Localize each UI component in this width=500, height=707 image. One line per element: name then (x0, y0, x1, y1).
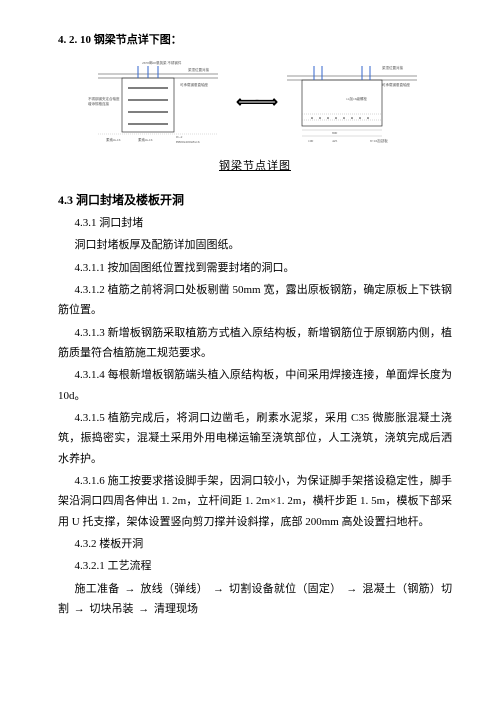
flow-step-6: 清理现场 (154, 603, 198, 615)
heading-4-3-1: 4.3.1 洞口封堵 (58, 213, 452, 233)
diagram-left: 2670邮00悬挑梁 不锈钢件 梁顶位置对接 可承载钢垂直轴座 不锈钢钢夹定合轴… (88, 56, 228, 148)
para-4-3-1-intro: 洞口封堵板厚及配筋详加固图纸。 (58, 235, 452, 255)
dia-r-side: 可承载钢垂直轴座 (382, 82, 410, 87)
para-4-3-1-6: 4.3.1.6 施工按要求搭设脚手架，因洞口较小，为保证脚手架搭设稳定性，脚手架… (58, 471, 452, 532)
para-4-3-1-4: 4.3.1.4 每根新增板钢筋端头植入原结构板，中间采用焊接连接，单面焊长度为 … (58, 365, 452, 406)
arrow-icon: → (72, 603, 87, 615)
dia-l-b1: 柔索m-16 (106, 137, 121, 142)
dia-r-b1: 800 (332, 131, 338, 135)
flow-step-1: 施工准备 (75, 583, 120, 595)
flow-step-2: 放线（弹线） (140, 583, 207, 595)
dia-l-b3: JL-2 H800x200x8x16 (176, 135, 200, 144)
para-4-3-1-3: 4.3.1.3 新增板钢筋采取植筋方式植入原结构板，新增钢筋位于原钢筋内侧，植筋… (58, 323, 452, 364)
dia-r-b2: 100 (308, 139, 314, 143)
double-arrow-icon: ⟸⟹ (236, 88, 274, 118)
section-4-2-10-title: 4. 2. 10 钢梁节点详下图： (58, 30, 452, 50)
para-4-3-1-2: 4.3.1.2 植筋之前将洞口处板剔凿 50mm 宽，露出原板钢筋，确定原板上下… (58, 280, 452, 321)
para-4-3-1-1: 4.3.1.1 按加固图纸位置找到需要封堵的洞口。 (58, 258, 452, 278)
dia-r-top: 梁顶位置对接 (382, 65, 403, 70)
dia-r-b4: 8×16加劲板 (370, 138, 388, 143)
heading-4-3-2-1: 4.3.2.1 工艺流程 (58, 556, 452, 576)
heading-4-3-2: 4.3.2 楼板开洞 (58, 534, 452, 554)
arrow-icon: → (136, 603, 151, 615)
diagram-row: 2670邮00悬挑梁 不锈钢件 梁顶位置对接 可承载钢垂直轴座 不锈钢钢夹定合轴… (58, 56, 452, 148)
dia-l-side1: 可承载钢垂直轴座 (180, 82, 208, 87)
diagram-right: 梁顶位置对接 可承载钢垂直轴座 14加16级螺栓 800 100 42 (282, 56, 422, 148)
dia-r-b3: 425 (332, 139, 338, 143)
arrow-icon: → (122, 583, 137, 595)
arrow-icon: → (344, 583, 359, 595)
dia-l-side2: 不锈钢钢夹定合轴座 增添规格连接 (88, 96, 120, 106)
dia-l-top2: 梁顶位置对接 (188, 67, 209, 72)
dia-r-inner: 14加16级螺栓 (346, 96, 367, 101)
dia-l-top1: 2670邮00悬挑梁 不锈钢件 (142, 60, 182, 65)
para-4-3-1-5: 4.3.1.5 植筋完成后，将洞口边凿毛，刷素水泥浆，采用 C35 微膨胀混凝土… (58, 408, 452, 469)
diagram-caption: 钢梁节点详图 (58, 156, 452, 176)
dia-l-b2: 柔索m-16 (138, 137, 153, 142)
flow-step-5: 切块吊装 (90, 603, 134, 615)
process-flow: 施工准备 → 放线（弹线） → 切割设备就位（固定） → 混凝土（钢筋）切割 →… (58, 579, 452, 620)
flow-step-3: 切割设备就位（固定） (229, 583, 341, 595)
arrow-icon: → (211, 583, 226, 595)
heading-4-3: 4.3 洞口封堵及楼板开洞 (58, 189, 452, 211)
